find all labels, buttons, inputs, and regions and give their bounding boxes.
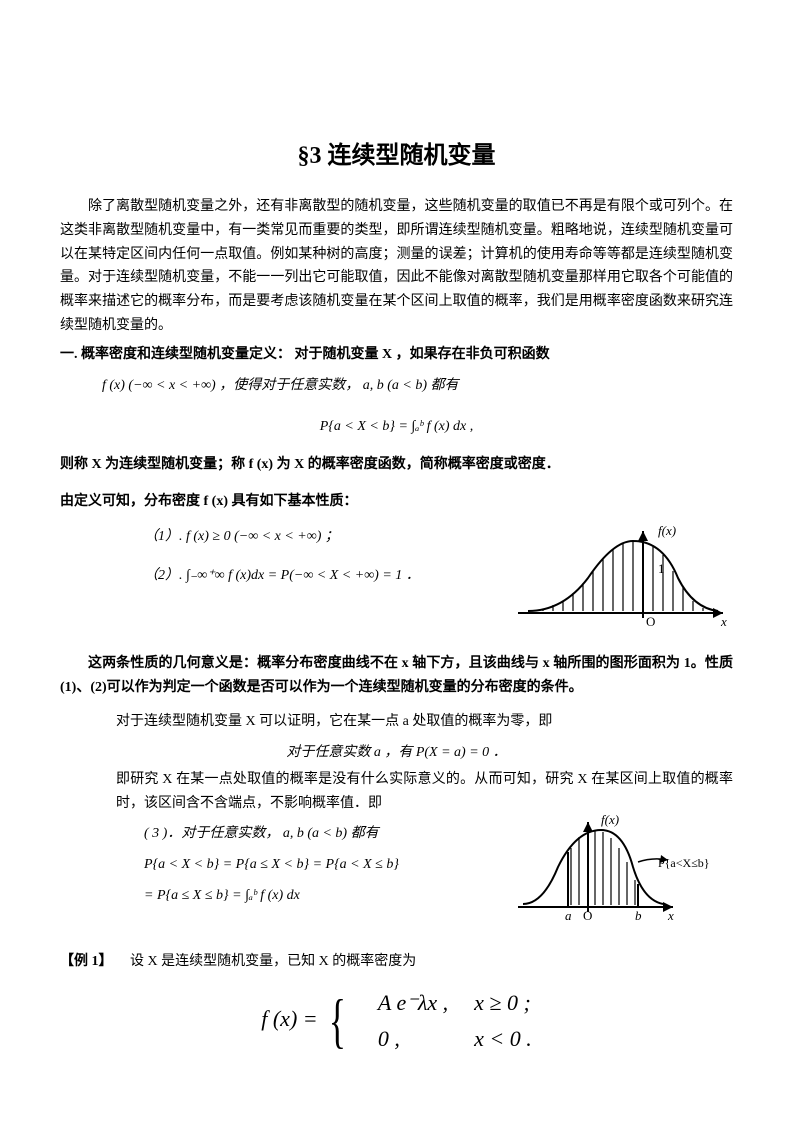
figure-interval-prob: f(x) a O b x P{a<X≤b}: [513, 812, 733, 932]
figure-density-area: f(x) 1 O x: [513, 523, 733, 638]
example-1-label: 【例 1】: [60, 954, 113, 969]
section-1-head: 一. 概率密度和连续型随机变量定义： 对于随机变量 X ，如果存在非负可积函数: [60, 342, 733, 367]
fig2-O-label: O: [583, 908, 592, 923]
def-formula: P{a < X < b} = ∫ₐᵇ f (x) dx ,: [60, 412, 733, 443]
density-curve-svg: f(x) 1 O x: [513, 523, 733, 633]
fig2-fx-label: f(x): [601, 812, 619, 827]
piecewise-lhs: f (x) =: [261, 1006, 317, 1031]
def-line-1: f (x) (−∞ < x < +∞) ，使得对于任意实数， a, b (a <…: [60, 371, 733, 402]
fig2-prob-label: P{a<X≤b}: [658, 856, 710, 870]
fig2-a-label: a: [565, 908, 572, 923]
def-conclusion: 则称 X 为连续型随机变量；称 f (x) 为 X 的概率密度函数，简称概率密度…: [60, 453, 733, 477]
fig1-fx-label: f(x): [658, 523, 676, 538]
zero-prob-2: 对于任意实数 a ，有 P(X = a) = 0 ．: [60, 738, 733, 769]
zero-prob-1: 对于连续型随机变量 X 可以证明，它在某一点 a 处取值的概率为零，即: [60, 710, 733, 734]
piecewise-r2c1: 0 ,: [378, 1026, 400, 1051]
zero-prob-3: 即研究 X 在某一点处取值的概率是没有什么实际意义的。从而可知，研究 X 在某区…: [60, 768, 733, 816]
prop-explain: 这两条性质的几何意义是：概率分布密度曲线不在 x 轴下方，且该曲线与 x 轴所围…: [60, 652, 733, 700]
piecewise-r2c2: x < 0 .: [474, 1026, 532, 1051]
fig2-b-label: b: [635, 908, 642, 923]
fig1-O-label: O: [646, 614, 655, 629]
interval-prob-svg: f(x) a O b x P{a<X≤b}: [513, 812, 733, 927]
fig1-x-label: x: [720, 614, 727, 629]
piecewise-r1c1: A e⁻λx ,: [378, 990, 448, 1015]
page-title: §3 连续型随机变量: [60, 135, 733, 170]
example-1: 【例 1】 设 X 是连续型随机变量，已知 X 的概率密度为: [60, 950, 733, 974]
brace-icon: {: [329, 997, 346, 1045]
piecewise-r1c2: x ≥ 0 ;: [474, 990, 531, 1015]
intro-para: 除了离散型随机变量之外，还有非离散型的随机变量，这些随机变量的取值已不再是有限个…: [60, 195, 733, 338]
fig2-x-label: x: [667, 908, 674, 923]
piecewise-density: f (x) = { A e⁻λx , x ≥ 0 ; 0 , x < 0 .: [60, 984, 733, 1058]
fig1-one-label: 1: [658, 561, 665, 576]
example-1-text: 设 X 是连续型随机变量，已知 X 的概率密度为: [130, 954, 416, 969]
prop-intro: 由定义可知，分布密度 f (x) 具有如下基本性质：: [60, 490, 733, 514]
